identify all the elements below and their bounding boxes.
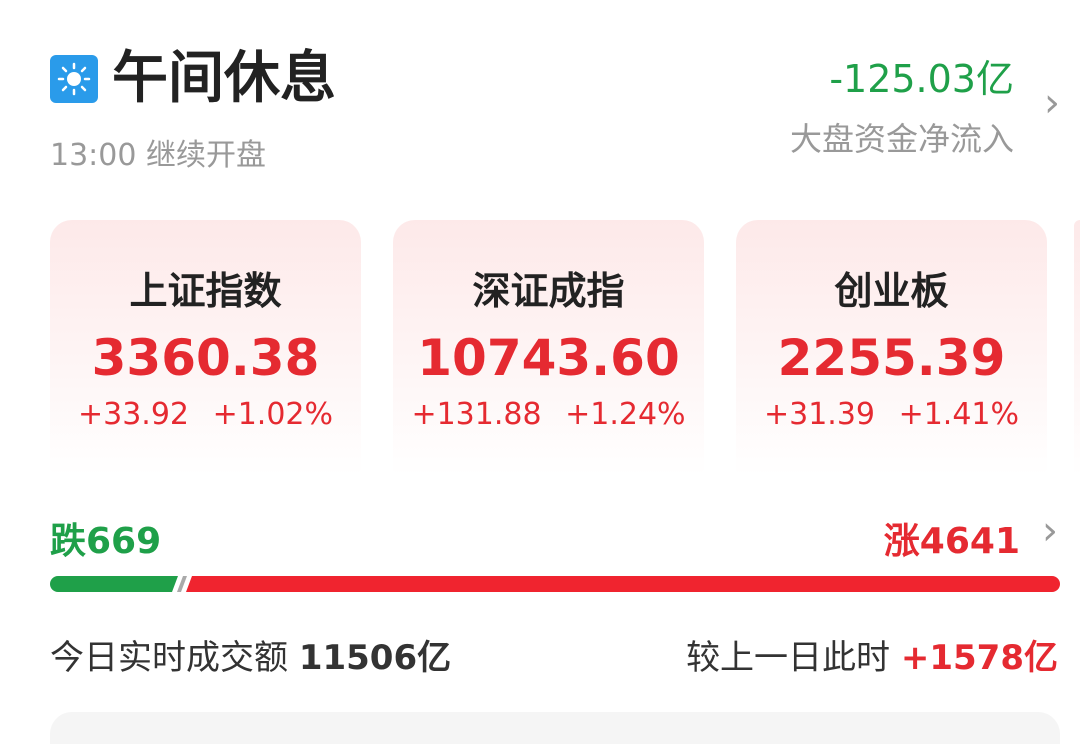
index-card-shenzhen[interactable]: 深证成指 10743.60 +131.88 +1.24%: [393, 220, 704, 490]
index-value: 10743.60: [417, 329, 680, 387]
net-flow-value[interactable]: -125.03亿: [829, 57, 1014, 101]
index-name: 上证指数: [129, 269, 282, 313]
bottom-panel: [50, 712, 1060, 744]
index-pct: +1.24%: [565, 397, 686, 432]
chevron-right-icon[interactable]: ›: [1044, 80, 1060, 126]
breadth-bar: [50, 576, 1060, 592]
rise-count[interactable]: 涨4641: [883, 521, 1020, 562]
page-title: 午间休息: [112, 46, 336, 111]
compare-value: +1578亿: [900, 638, 1058, 678]
resume-time: 13:00 继续开盘: [50, 138, 266, 173]
fall-segment: [50, 576, 178, 592]
index-card-chinext[interactable]: 创业板 2255.39 +31.39 +1.41%: [736, 220, 1047, 490]
flat-segment: [177, 576, 187, 592]
index-card-shanghai[interactable]: 上证指数 3360.38 +33.92 +1.02%: [50, 220, 361, 490]
index-card-next[interactable]: [1074, 220, 1080, 490]
net-flow-label[interactable]: 大盘资金净流入: [789, 120, 1014, 158]
turnover: 今日实时成交额 11506亿: [50, 630, 451, 679]
index-pct: +1.41%: [898, 397, 1020, 432]
turnover-value: 11506亿: [298, 638, 452, 678]
index-name: 创业板: [834, 269, 949, 313]
index-value: 2255.39: [777, 329, 1006, 387]
index-change: +131.88: [411, 397, 542, 432]
turnover-compare: 较上一日此时 +1578亿: [686, 630, 1058, 679]
compare-label: 较上一日此时: [686, 638, 891, 678]
sun-icon: [50, 55, 98, 103]
turnover-label: 今日实时成交额: [50, 638, 288, 678]
index-value: 3360.38: [91, 329, 320, 387]
index-change: +31.39: [763, 397, 876, 432]
chevron-right-icon[interactable]: ›: [1042, 508, 1058, 554]
fall-count: 跌669: [50, 521, 162, 562]
index-change: +33.92: [77, 397, 190, 432]
rise-segment: [186, 576, 1060, 592]
index-name: 深证成指: [472, 269, 625, 313]
index-pct: +1.02%: [212, 397, 334, 432]
